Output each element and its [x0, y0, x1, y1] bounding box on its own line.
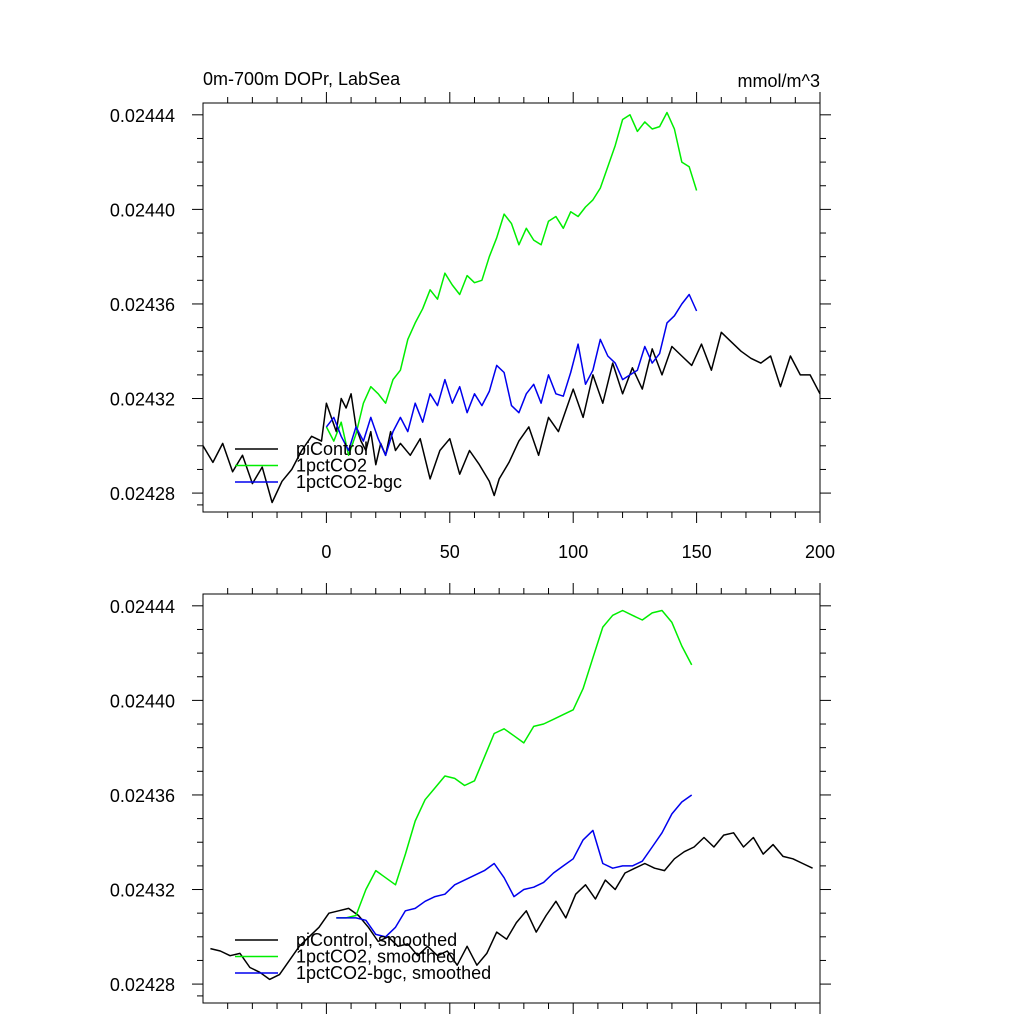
series-line-1pctco2-bgc-smoothed — [336, 794, 693, 938]
bottom-plot: 0.02428 0.02432 0.02436 0.02440 0.02444 piCon… — [110, 583, 831, 1014]
y-tick-label: 0.02432 — [110, 881, 175, 901]
top-plot-frame — [202, 102, 821, 513]
x-tick-label: 0 — [321, 542, 331, 562]
series-line-picontrol-smoothed — [210, 832, 813, 981]
y-tick-label: 0.02432 — [110, 390, 175, 410]
y-tick-label: 0.02436 — [110, 295, 175, 315]
legend-label: 1pctCO2 — [296, 456, 367, 476]
y-tick-label: 0.02440 — [110, 691, 175, 711]
top-plot: 0.02428 0.02432 0.02436 0.02440 0.02444 0 50 10… — [110, 92, 835, 562]
legend-label: piControl, smoothed — [296, 930, 457, 950]
series-line-picontrol — [202, 331, 821, 504]
series-line-1pctco2-smoothed — [336, 609, 693, 919]
y-tick-label: 0.02428 — [110, 975, 175, 995]
y-tick-label: 0.02444 — [110, 106, 175, 126]
x-tick-label: 100 — [558, 542, 588, 562]
y-tick-label: 0.02428 — [110, 484, 175, 504]
chart-title: 0m-700m DOPr, LabSea — [203, 69, 401, 89]
x-tick-label: 50 — [440, 542, 460, 562]
y-tick-label: 0.02444 — [110, 597, 175, 617]
series-line-1pctco2 — [325, 111, 698, 457]
bottom-plot-frame — [202, 593, 821, 1004]
units-label: mmol/m^3 — [738, 71, 820, 91]
legend-label: 1pctCO2, smoothed — [296, 947, 456, 967]
y-tick-label: 0.02436 — [110, 786, 175, 806]
legend-label: 1pctCO2-bgc, smoothed — [296, 963, 491, 983]
series-line-1pctco2-bgc — [325, 293, 698, 457]
x-tick-label: 200 — [805, 542, 835, 562]
y-tick-label: 0.02440 — [110, 200, 175, 220]
legend-label: 1pctCO2-bgc — [296, 472, 402, 492]
legend-label: piControl — [296, 439, 368, 459]
x-tick-label: 150 — [682, 542, 712, 562]
